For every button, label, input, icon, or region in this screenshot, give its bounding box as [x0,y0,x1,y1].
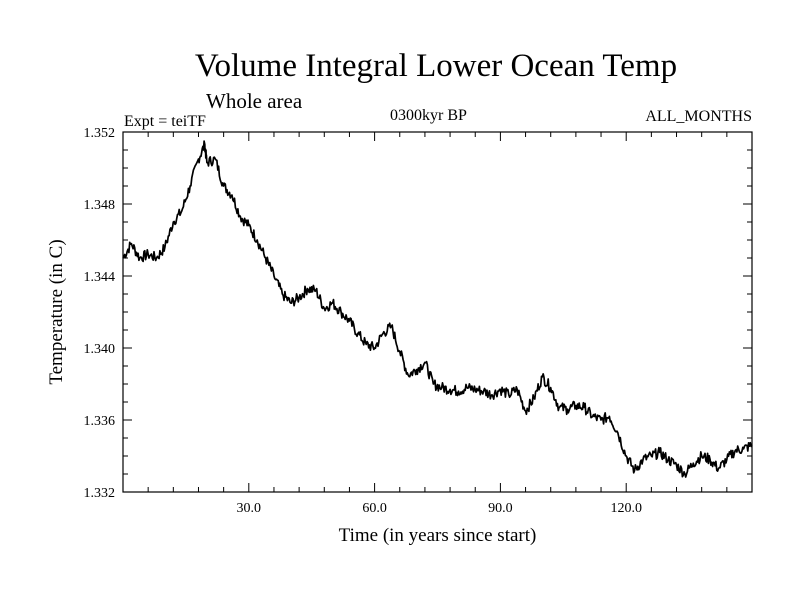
x-tick-label: 90.0 [488,501,513,516]
plot-frame [122,131,753,493]
y-tick-label: 1.340 [84,342,116,357]
months-label: ALL_MONTHS [645,108,752,125]
y-tick-label: 1.352 [84,126,116,141]
y-tick-label: 1.348 [84,198,116,213]
x-tick-label: 30.0 [237,501,262,516]
y-tick-label: 1.344 [84,270,116,285]
x-tick-label: 120.0 [610,501,642,516]
temperature-series-line [122,140,753,478]
chart-subtitle: Whole area [206,89,303,113]
x-axis-label: Time (in years since start) [339,525,537,546]
experiment-label: Expt = teiTF [124,113,206,130]
y-axis-label: Temperature (in C) [46,239,67,384]
y-tick-label: 1.336 [84,414,116,429]
chart-title: Volume Integral Lower Ocean Temp [194,48,678,84]
axis-tick-labels: 1.332 1.336 1.340 1.344 1.348 1.352 30.0 60.0 90… [84,126,642,516]
y-tick-label: 1.332 [84,486,116,501]
x-tick-label: 60.0 [362,501,387,516]
axis-ticks [123,131,752,493]
period-label: 0300kyr BP [390,107,467,124]
